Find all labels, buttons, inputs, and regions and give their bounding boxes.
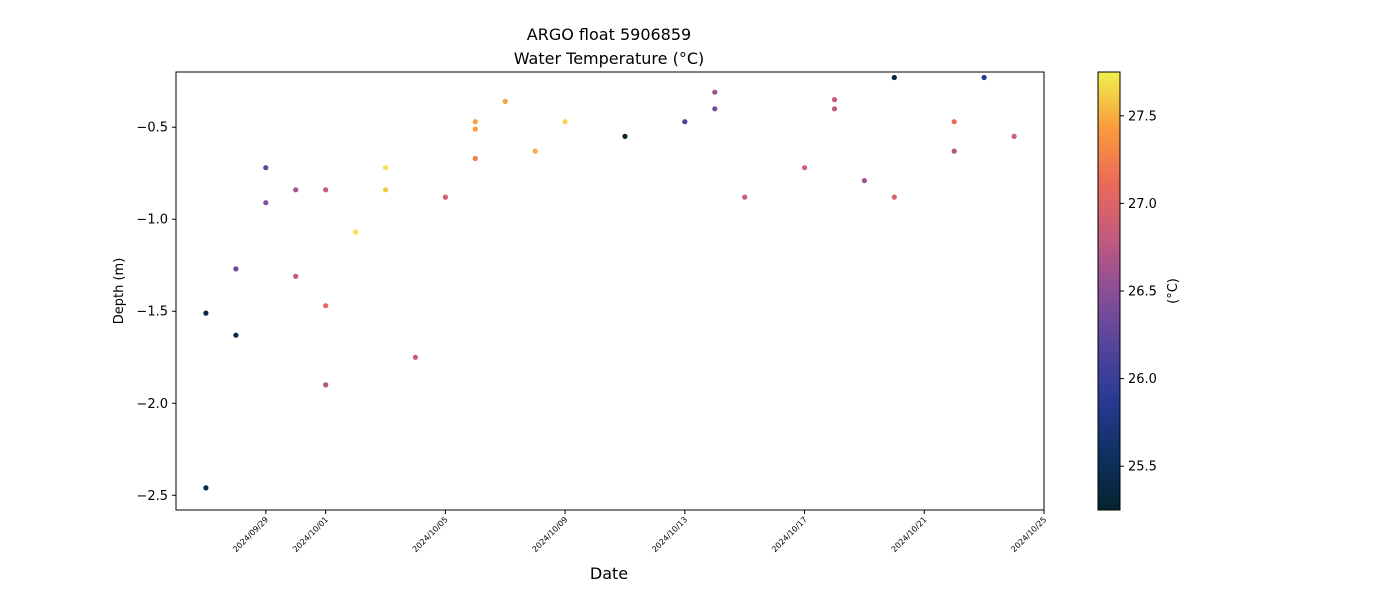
data-point <box>293 187 299 193</box>
data-point <box>622 133 628 139</box>
y-tick-label: −0.5 <box>136 121 168 136</box>
data-point <box>323 303 329 309</box>
data-point <box>951 148 957 154</box>
data-point <box>742 194 748 200</box>
data-point <box>981 74 987 81</box>
data-point <box>472 155 478 162</box>
data-point <box>263 165 269 171</box>
y-tick-label: −2.5 <box>136 489 168 504</box>
chart-subtitle-unit: (°C) <box>673 49 705 68</box>
colorbar-tick-label: 27.0 <box>1128 197 1157 212</box>
colorbar-ticks: 25.5 26.0 26.5 27.0 27.5 <box>1120 109 1157 475</box>
x-axis-label: Date <box>590 564 628 583</box>
data-point <box>712 89 718 95</box>
x-tick-label: 2024/10/21 <box>890 515 929 554</box>
scatter-points <box>203 74 1017 491</box>
data-point <box>442 194 448 200</box>
x-tick-label: 2024/10/17 <box>770 515 809 554</box>
colorbar-tick-label: 25.5 <box>1128 460 1157 475</box>
y-tick-label: −2.0 <box>136 397 168 412</box>
colorbar-tick-label: 26.5 <box>1128 285 1157 300</box>
data-point <box>861 178 868 184</box>
x-tick-label: 2024/10/13 <box>650 515 689 554</box>
data-point <box>532 148 538 154</box>
data-point <box>203 310 209 316</box>
colorbar-tick-label: 27.5 <box>1128 109 1157 124</box>
x-tick-label: 2024/10/05 <box>411 515 450 554</box>
data-point <box>233 332 239 338</box>
data-point <box>562 119 568 125</box>
colorbar-tick-label: 26.0 <box>1128 372 1157 387</box>
data-point <box>323 382 329 388</box>
data-point <box>293 273 299 279</box>
data-point <box>412 354 418 360</box>
data-point <box>682 119 688 125</box>
chart-subtitle: Water Temperature (°C) <box>514 49 704 68</box>
data-point <box>712 106 718 112</box>
x-axis-ticks: 2024/09/29 2024/10/01 2024/10/05 2024/10/09… <box>231 510 1048 554</box>
x-tick-label: 2024/10/25 <box>1009 515 1048 554</box>
x-tick-label: 2024/09/29 <box>231 515 270 554</box>
data-point <box>472 126 478 132</box>
data-point <box>831 97 838 103</box>
y-axis-label: Depth (m) <box>112 258 127 325</box>
data-point <box>831 106 838 112</box>
data-point <box>382 187 389 193</box>
y-axis-ticks: −2.5 −2.0 −1.5 −1.0 −0.5 <box>136 121 176 504</box>
data-point <box>891 194 897 200</box>
data-point <box>472 119 478 125</box>
colorbar <box>1097 71 1121 511</box>
y-tick-label: −1.5 <box>136 305 168 320</box>
data-point <box>951 119 957 125</box>
chart-subtitle-text: Water Temperature <box>514 49 668 68</box>
data-point <box>1011 133 1017 139</box>
x-tick-label: 2024/10/01 <box>291 515 330 554</box>
data-point <box>323 187 329 193</box>
chart-title: ARGO float 5906859 <box>527 25 691 44</box>
colorbar-label: (°C) <box>1166 278 1181 304</box>
y-tick-label: −1.0 <box>136 213 168 228</box>
data-point <box>502 98 508 104</box>
data-point <box>263 200 269 206</box>
data-point <box>353 229 359 235</box>
x-tick-label: 2024/10/09 <box>531 515 570 554</box>
data-point <box>233 266 239 272</box>
data-point <box>382 165 389 171</box>
data-point <box>203 485 209 491</box>
plot-area <box>175 71 1045 511</box>
data-point <box>802 165 808 171</box>
data-point <box>891 74 897 81</box>
